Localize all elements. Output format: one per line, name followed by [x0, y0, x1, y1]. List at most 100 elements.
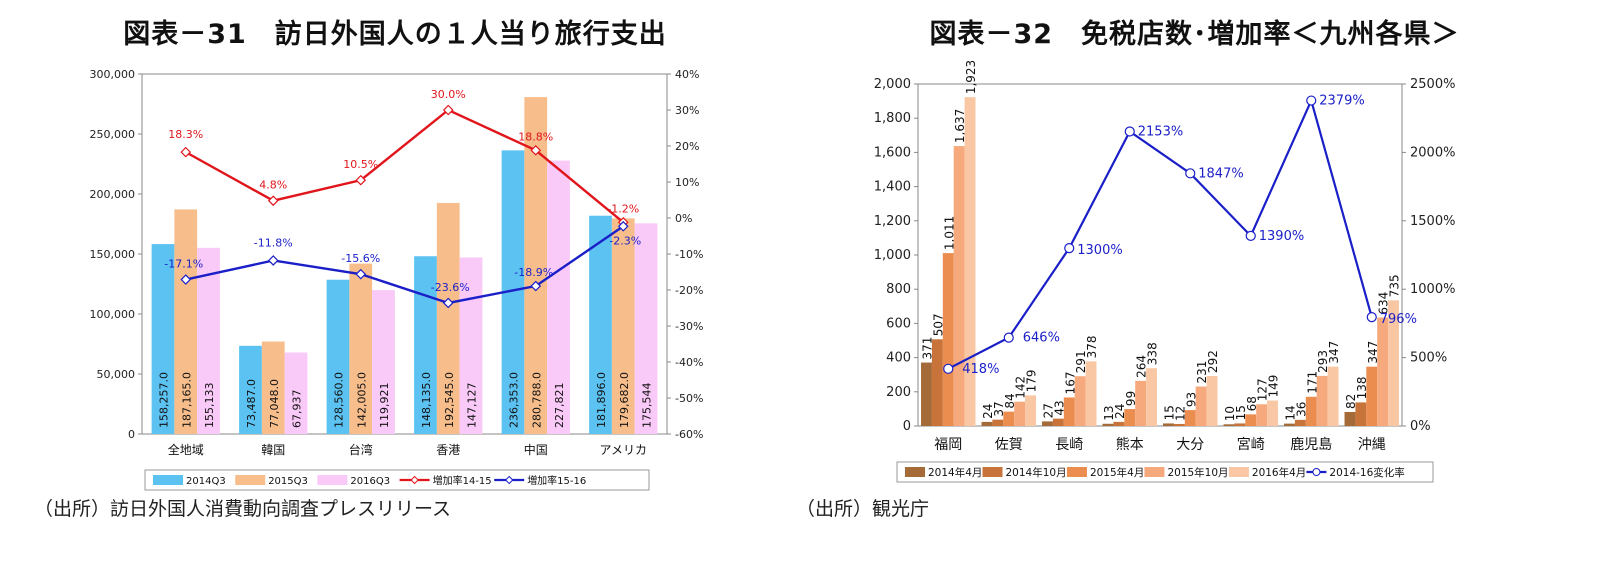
- left-bar-label: 158,257.0: [158, 372, 171, 428]
- left-bar: [261, 341, 285, 434]
- right-bar: [1344, 411, 1356, 426]
- right-legend-swatch: [982, 467, 1003, 477]
- left-y-tick-label: 50,000: [97, 368, 136, 381]
- left-line-label: -17.1%: [164, 258, 203, 271]
- right-line-label: 796%: [1380, 312, 1417, 327]
- right-legend-label: 2014-16変化率: [1329, 466, 1404, 479]
- right-bar: [1223, 424, 1235, 426]
- right-category-label: 佐賀: [995, 437, 1023, 453]
- right-line-series: [947, 97, 1373, 370]
- right-bar: [1355, 402, 1367, 426]
- right-bar-label: 293: [1316, 350, 1330, 373]
- left-bar: [174, 209, 198, 434]
- right-line-label: 1847%: [1198, 166, 1243, 181]
- right-bar: [1003, 411, 1015, 426]
- right-legend-label: 2015年10月: [1167, 466, 1228, 479]
- right-bar: [1042, 421, 1053, 426]
- right-bar-label: 84: [1003, 393, 1017, 408]
- left-line-label: 18.8%: [518, 130, 553, 143]
- right-line-point: [1064, 243, 1075, 254]
- left-bar-label: 236,353.0: [508, 372, 521, 428]
- left-y-tick-label: 100,000: [90, 308, 136, 321]
- left-legend-label: 増加率14-15: [433, 474, 492, 487]
- right-y-tick-label: 400: [886, 351, 911, 366]
- left-bar: [547, 160, 570, 434]
- left-chart-title: 図表－31 訪日外国人の１人当り旅行支出: [123, 19, 667, 50]
- right-bar-label: 142: [1014, 376, 1028, 399]
- left-line-label: -1.2%: [607, 202, 639, 215]
- right-y-tick-label: 200: [886, 385, 911, 400]
- left-category-label: 台湾: [349, 442, 373, 457]
- left-line-point: [267, 195, 279, 207]
- right-bar-label: 231: [1195, 361, 1209, 384]
- right-line-label: 1390%: [1259, 229, 1304, 244]
- left-legend-swatch: [235, 475, 266, 485]
- right-bar-label: 292: [1206, 350, 1220, 373]
- right-bar: [1063, 397, 1075, 426]
- right-bar: [1052, 418, 1064, 426]
- right-bar-label: 68: [1245, 396, 1259, 411]
- left-line-label: -2.3%: [609, 234, 641, 247]
- right-bar-label: 291: [1074, 350, 1088, 373]
- right-line-point: [1306, 95, 1317, 106]
- left-source-note: （出所）訪日外国人消費動向調査プレスリリース: [34, 498, 452, 520]
- right-bar-label: 347: [1366, 341, 1380, 364]
- right-bar-label: 24: [981, 404, 995, 419]
- right-category-label: 沖縄: [1358, 437, 1386, 453]
- right-category-label: 長崎: [1055, 437, 1083, 453]
- left-bar-label: 187,165.0: [180, 372, 193, 428]
- right-line-point: [1185, 168, 1196, 179]
- right-bar-label: 171: [1305, 371, 1319, 394]
- left-bar: [326, 279, 350, 434]
- right-bar: [1014, 401, 1026, 426]
- right-bar-label: 82: [1344, 394, 1358, 409]
- left-line-point: [180, 274, 192, 285]
- right-bar: [1316, 375, 1328, 426]
- right-y-tick-label: 600: [886, 316, 911, 331]
- left-legend-swatch: [317, 475, 348, 485]
- left-line-point: [267, 255, 279, 266]
- right-bar: [1234, 423, 1246, 426]
- left-bar-label: 227,821: [553, 383, 566, 429]
- right-bar-label: 149: [1267, 375, 1281, 398]
- right-y2-tick-label: 500%: [1410, 351, 1447, 366]
- right-chart-panel: 図表－32 免税店数･増加率＜九州各県＞ 0 200 400 600 800 1,000 1…: [790, 0, 1599, 574]
- left-line-label: 4.8%: [259, 179, 287, 192]
- right-y-tick-label: 1,400: [874, 180, 911, 195]
- left-y2-tick-label: -10%: [675, 248, 703, 261]
- left-line-label: 18.3%: [168, 128, 203, 141]
- right-line-label: 2379%: [1319, 94, 1364, 109]
- right-legend-label: 2015年4月: [1090, 466, 1144, 479]
- left-bar: [372, 290, 395, 434]
- right-bar-label: 507: [931, 313, 945, 336]
- left-y-tick-label: 200,000: [90, 188, 136, 201]
- left-y2-tick-label: 30%: [675, 104, 699, 117]
- right-legend-label: 2014年10月: [1006, 466, 1067, 479]
- left-line-label: 10.5%: [343, 158, 378, 171]
- right-line-point: [1366, 312, 1377, 323]
- right-bar: [1195, 386, 1207, 426]
- right-bar: [1267, 400, 1278, 426]
- right-bar-label: 735: [1388, 274, 1402, 297]
- right-bar: [1113, 421, 1125, 426]
- left-bar: [414, 256, 437, 434]
- left-line-label: -18.9%: [514, 266, 553, 279]
- left-category-label: 香港: [436, 443, 460, 457]
- left-bar: [436, 202, 460, 434]
- left-line-point: [355, 174, 367, 186]
- left-line-label: -15.6%: [341, 252, 380, 265]
- right-bar-label: 167: [1063, 372, 1077, 395]
- left-bar-label: 142,005.0: [355, 372, 368, 428]
- left-y-tick-label: 0: [128, 428, 135, 441]
- left-bar: [524, 97, 548, 435]
- right-bar-label: 15: [1162, 405, 1176, 420]
- right-bar: [921, 362, 932, 426]
- right-bar-label: 43: [1052, 400, 1066, 415]
- right-bar-label: 1,923: [964, 60, 978, 94]
- right-category-label: 鹿児島: [1290, 436, 1332, 453]
- right-legend-swatch: [1066, 467, 1087, 477]
- left-line-label: -23.6%: [431, 281, 470, 294]
- left-y2-tick-label: -30%: [675, 320, 703, 333]
- left-bar: [151, 244, 175, 434]
- right-bar-label: 371: [920, 337, 934, 360]
